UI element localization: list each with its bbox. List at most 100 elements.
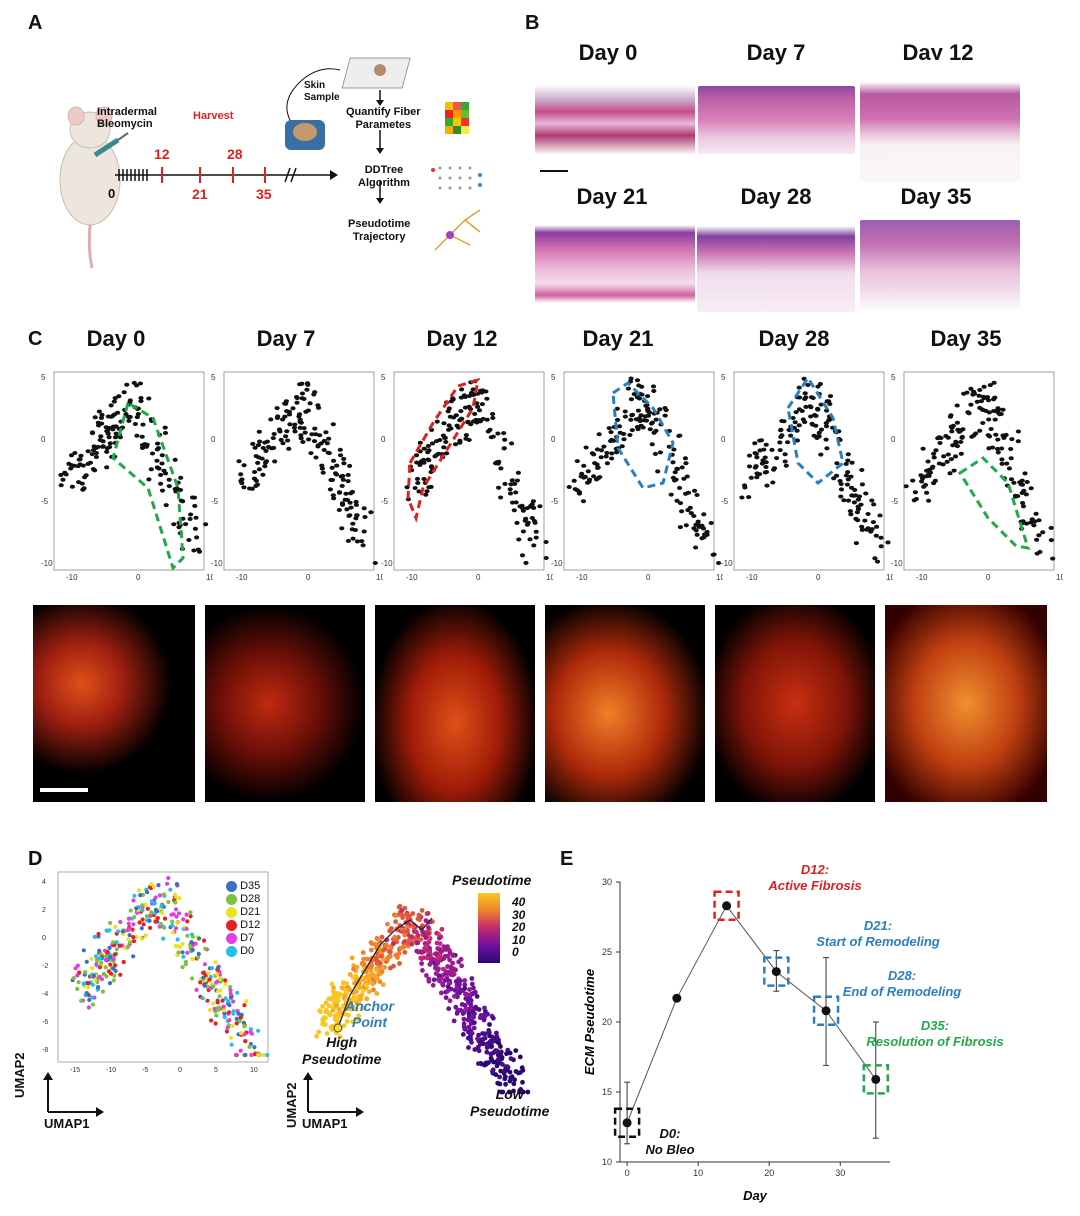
scatter-point	[796, 407, 803, 412]
umap-point	[172, 892, 178, 897]
umap-point	[211, 1001, 216, 1006]
scatter-point	[307, 401, 313, 406]
pseudotime-point	[409, 934, 414, 939]
scatter-point	[299, 391, 305, 396]
pseudotime-point	[475, 1036, 480, 1042]
umap-point	[120, 929, 125, 934]
scatter-point	[105, 414, 111, 419]
umap-point	[221, 1004, 226, 1009]
scatter-point	[334, 463, 340, 468]
umap-point	[202, 938, 207, 943]
scatter-point	[992, 417, 998, 422]
umap-point	[243, 1039, 248, 1044]
scatter-point	[777, 440, 783, 445]
scatter-point	[686, 490, 692, 495]
pseudotime-point	[425, 911, 431, 916]
pseudotime-point	[354, 1000, 360, 1006]
umap-point	[249, 1052, 254, 1058]
pseudotime-point	[495, 1057, 501, 1062]
pseudotime-point	[445, 964, 450, 969]
scatter-point	[533, 529, 539, 534]
scatter-point	[818, 427, 825, 432]
scatter-point	[701, 512, 707, 517]
scale-bar-he	[540, 170, 568, 172]
pseudotime-point	[416, 912, 422, 918]
scatter-point	[90, 448, 97, 453]
scatter-point	[598, 455, 604, 460]
scatter-point	[859, 527, 865, 532]
scatter-point	[742, 485, 748, 490]
scatter-point	[922, 482, 929, 487]
data-point	[622, 1118, 632, 1128]
scatter-point	[856, 494, 863, 499]
scatter-point	[995, 406, 1001, 411]
he-image-day21	[535, 225, 695, 303]
scatter-point	[241, 485, 247, 490]
scatter-point	[862, 518, 868, 523]
scatter-point	[621, 437, 627, 442]
scatter-point	[853, 516, 859, 521]
umap-scatter-day21: 5 0 -5 -10 -10 0 10	[551, 371, 723, 582]
umap-point	[220, 998, 225, 1003]
umap-point	[107, 945, 112, 950]
scatter-point	[498, 466, 504, 471]
scatter-point	[763, 465, 769, 469]
scatter-point	[146, 396, 152, 401]
x-tick-label: 0	[136, 573, 141, 582]
scatter-point	[845, 470, 851, 475]
scatter-point	[484, 417, 490, 422]
umap-point	[126, 916, 131, 921]
pseudotime-point	[349, 1003, 354, 1009]
umap-point	[242, 1003, 247, 1008]
umap-point	[140, 917, 145, 922]
legend-swatch	[226, 945, 237, 957]
umap-point	[173, 943, 178, 949]
colorbar-tick: 40	[512, 895, 526, 909]
umap-point	[149, 882, 154, 887]
pseudotime-point	[349, 955, 355, 961]
scatter-point	[507, 491, 514, 496]
umap-point	[166, 875, 171, 881]
scatter-point	[301, 396, 307, 401]
scatter-point	[96, 409, 102, 414]
x-tick-label: 10	[716, 573, 723, 582]
trajectory-path	[337, 917, 433, 1029]
pseudotime-point	[471, 1014, 476, 1020]
umap-point	[184, 926, 189, 931]
umap-point	[132, 915, 137, 920]
umap-point	[89, 995, 94, 1000]
scatter-point	[372, 561, 378, 565]
scatter-point	[999, 461, 1005, 466]
pseudotime-point	[443, 995, 449, 1000]
pseudotime-point	[426, 925, 431, 930]
umap-point	[107, 981, 113, 986]
scatter-point	[693, 545, 699, 550]
scatter-point	[140, 422, 146, 427]
scatter-point	[937, 441, 943, 445]
pseudotime-point	[453, 1004, 459, 1010]
umap-point	[92, 934, 97, 939]
scatter-point	[429, 441, 436, 446]
scatter-point	[815, 407, 821, 412]
scatter-point	[808, 395, 815, 400]
scatter-point	[586, 477, 593, 482]
scatter-point	[472, 411, 478, 416]
pseudotime-point	[374, 991, 380, 996]
pseudotime-point	[471, 1025, 477, 1031]
umap-point	[86, 1005, 91, 1010]
umap-point	[218, 988, 223, 993]
scatter-point	[446, 427, 452, 432]
scatter-point	[859, 468, 865, 472]
scatter-point	[425, 457, 431, 462]
he-title-day0: Day 0	[578, 40, 638, 65]
pseudotime-point	[329, 981, 335, 987]
scatter-point	[763, 470, 770, 474]
scatter-point	[953, 439, 959, 444]
scatter-point	[805, 383, 811, 387]
scatter-point	[968, 386, 974, 391]
umap-point	[234, 1021, 239, 1026]
scatter-point	[330, 458, 337, 463]
panel-label-c: C	[28, 328, 43, 350]
pseudotime-point	[516, 1070, 521, 1076]
pseudotime-point	[415, 916, 421, 922]
